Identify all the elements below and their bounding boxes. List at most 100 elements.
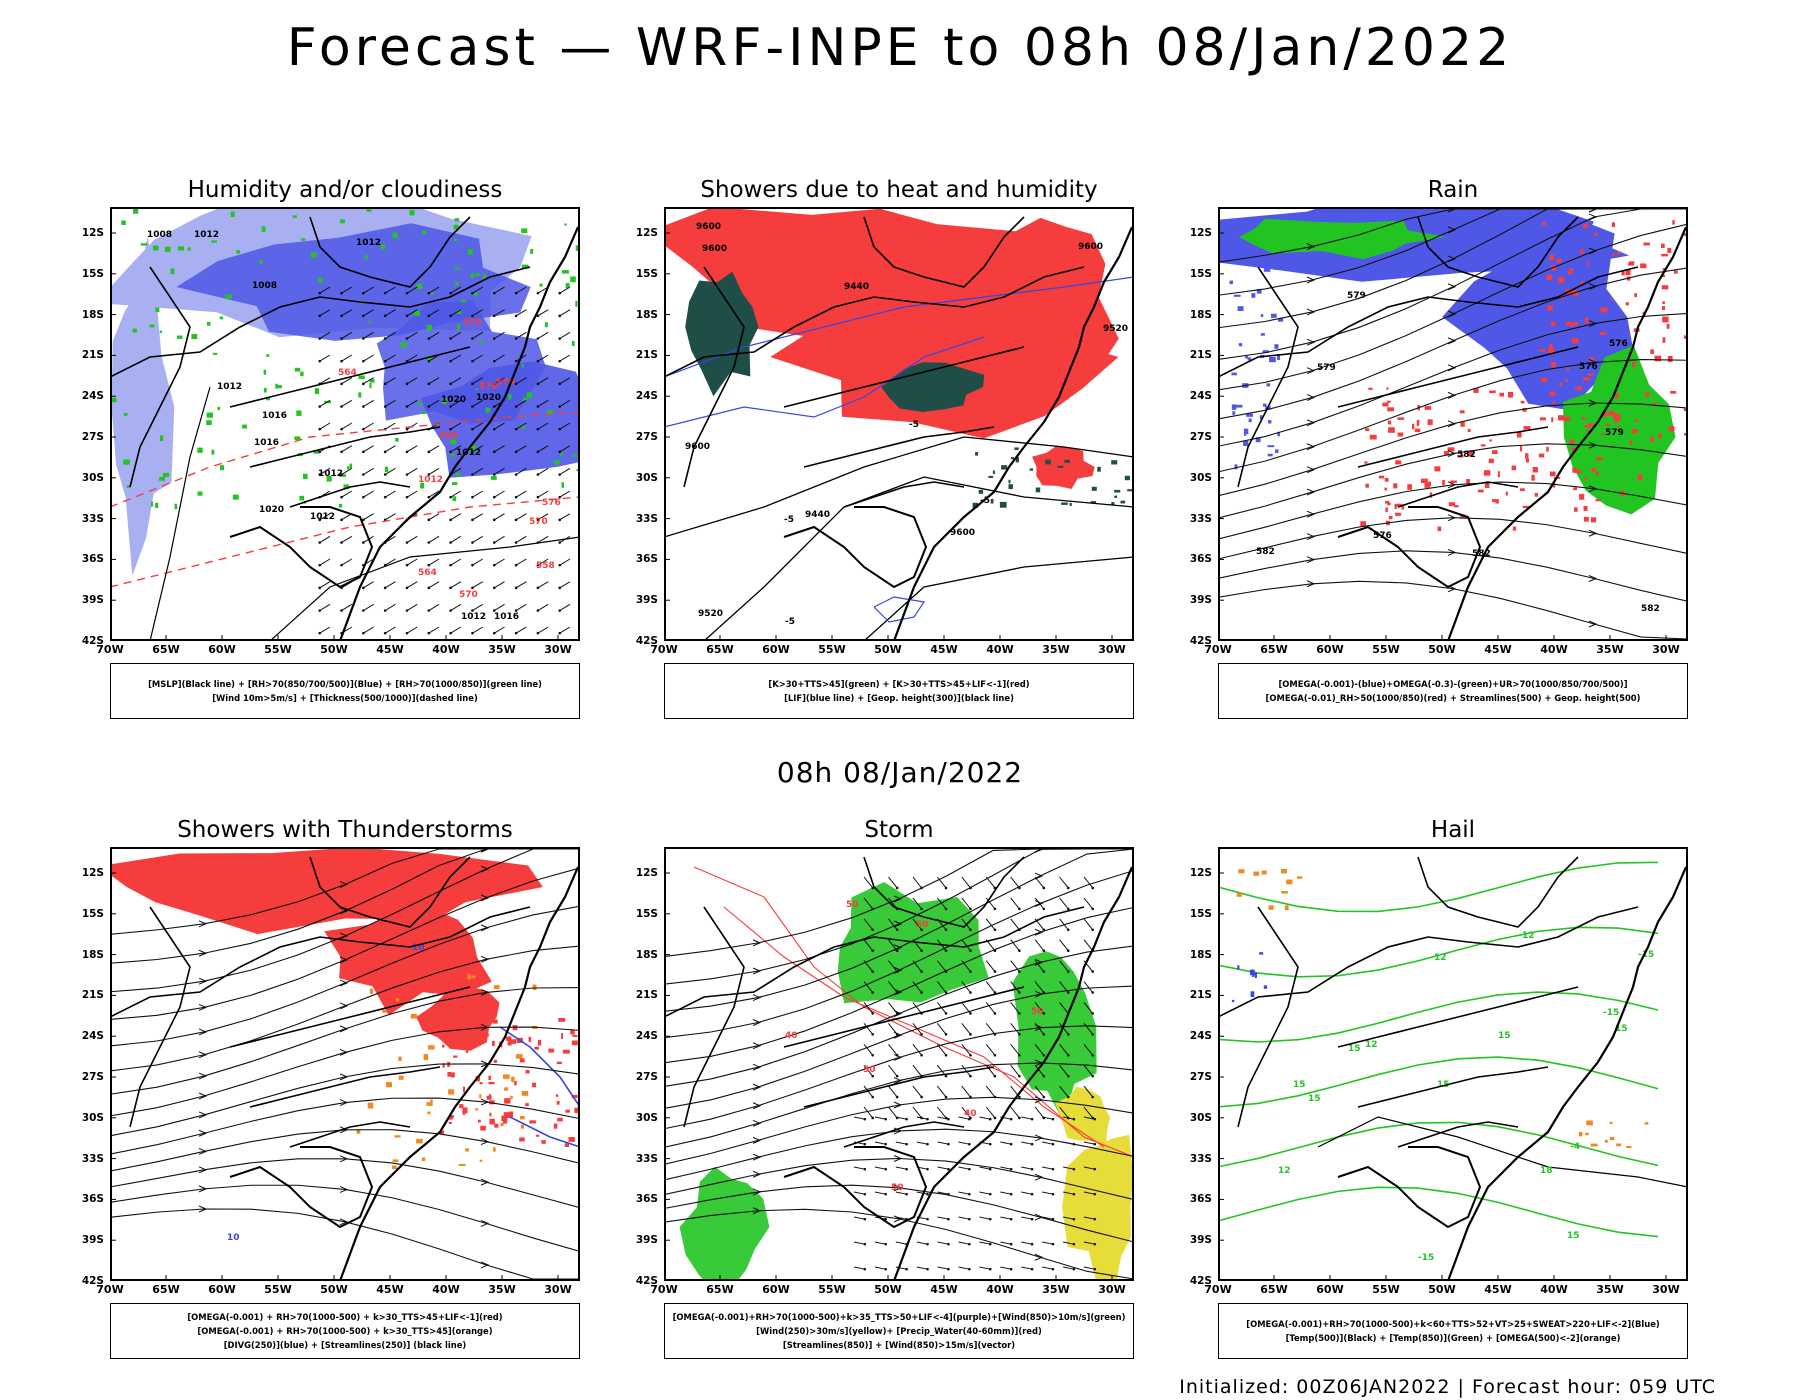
arrow-head [405,563,409,567]
omega-red-area [1584,477,1587,481]
streamline-arrow [893,1077,903,1085]
wind-vector [961,981,971,993]
rh-green-contour [521,364,524,368]
wind-vector [472,422,483,430]
arrow-head [340,382,343,386]
arrow-head [383,291,387,295]
temp850-line [1218,1186,1659,1238]
wind-vector [515,603,527,611]
instability-green-area [990,498,994,504]
omega-red-area [1580,249,1584,255]
state-border [229,986,471,1048]
arrow-head [514,586,518,590]
wind-vector [1000,1166,1012,1170]
thunder-red-area [486,1095,492,1100]
arrow-head [1030,1142,1034,1146]
wind-vector [319,535,331,543]
wind-vector [958,1191,970,1195]
arrow-head [1066,1074,1070,1078]
streamline [1218,481,1688,540]
streamline-arrow [480,955,490,963]
omega-red-area [1385,507,1388,513]
streamline-arrow [1447,391,1457,399]
wind-vector [1059,1002,1069,1014]
lat-label: 36S [635,1193,658,1206]
arrow-head [871,1095,875,1099]
wind-vector [979,1241,991,1245]
omega-blue-area [1267,453,1273,457]
lon-label: 40W [986,643,1014,656]
wind-vector [1062,1141,1074,1145]
instability-green-area [1091,486,1097,491]
streamline-arrow [1447,226,1457,234]
arrow-head [944,1033,948,1036]
arrow-head [558,495,562,499]
state-border [803,426,995,468]
wind-vector [1083,1002,1094,1014]
streamline-arrow [752,1188,762,1196]
wind-vector [912,1043,922,1056]
arrow-head [449,450,452,454]
arrow-head [920,970,923,973]
thunder-red-area [488,1094,492,1097]
arrow-head [895,991,899,994]
wind-vector [1059,981,1069,993]
wind-vector [537,626,549,634]
contour-label: 9600 [1078,242,1103,252]
omega-blue-area [1244,433,1247,436]
arrow-head [558,337,562,340]
wind-vector [1034,1023,1045,1035]
wind-vector [1042,1216,1054,1220]
arrow-head [968,1142,971,1146]
omega-red-area [1600,331,1607,335]
omega-red-area [1607,411,1614,416]
arrow-head [340,337,343,340]
contour-label: 18 [1540,1166,1553,1176]
wind-vector [494,445,505,453]
streamline-arrow [1447,283,1457,291]
streamline [1218,208,1688,360]
lon-label: 35W [1596,643,1624,656]
thunder-red-area [489,1118,495,1125]
streamline-arrow [480,924,490,932]
arrow-head [427,518,431,522]
hail-blue-area [1254,972,1257,978]
instability-green-area [1029,468,1034,471]
wind-vector [428,626,440,634]
omega-red-area [1395,460,1402,465]
streamline-arrow [1306,338,1316,346]
lif-line [873,596,926,623]
thunder-red-area [451,1026,455,1031]
wind-vector [559,626,571,634]
wind-vector [1000,1266,1012,1270]
arrow-head [884,1267,887,1271]
arrow-head [1091,1033,1095,1036]
omega-red-area [1629,440,1633,445]
wind-vector [341,354,353,362]
arrow-head [1009,1192,1013,1196]
omega-red-area [1605,423,1610,427]
temp850-line [1218,1121,1659,1168]
arrow-head [926,1117,929,1121]
omega500-orange-area [1281,891,1289,894]
omega-red-area [1365,483,1369,488]
wind-vector [363,309,374,317]
arrow-head [1018,1012,1021,1015]
lat-label: 36S [81,553,104,566]
thunder-red-area [462,1107,468,1114]
rh-green-contour [230,211,235,217]
rh-green-contour [292,215,297,218]
arrow-head [362,382,365,386]
omega-blue-area [1263,267,1271,272]
rh-green-contour [294,367,301,372]
lat-label: 27S [635,431,658,443]
omega500-orange-area [1268,905,1274,910]
arrow-head [471,541,474,544]
streamline-arrow [1306,556,1316,564]
arrow-head [558,405,562,408]
omega-red-area [1583,377,1590,381]
contour-label: 15 [1308,1094,1321,1104]
